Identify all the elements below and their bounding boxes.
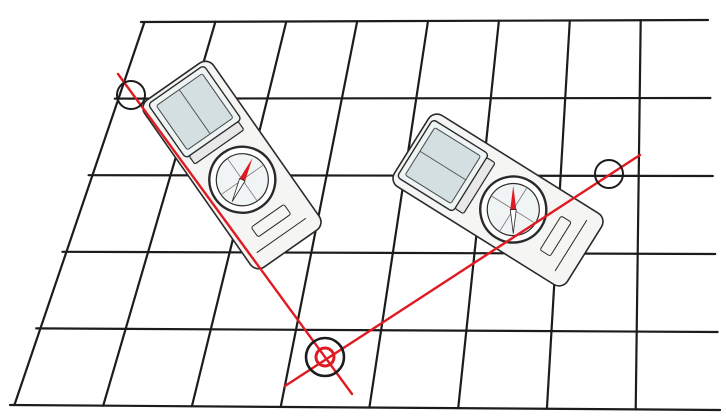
bearing-line-right <box>283 153 642 388</box>
grid-row-line <box>35 327 719 334</box>
compass-right <box>392 113 604 287</box>
red-needle-icon <box>231 157 253 202</box>
mirror-sight-line <box>178 89 211 135</box>
compass-ruler-mark <box>554 219 588 272</box>
landmark-right-circle-marker-icon <box>594 159 624 189</box>
compass-hinge <box>189 121 244 165</box>
mirror-sight-line <box>419 150 467 181</box>
compass-hinge <box>455 157 496 214</box>
grid-column-line <box>13 20 146 407</box>
grid-column-line <box>279 20 359 408</box>
grid-row-line <box>61 250 717 256</box>
grid-row-line <box>139 18 710 24</box>
map-grid <box>8 18 722 412</box>
compass-left <box>142 60 322 270</box>
grid-row-line <box>8 403 722 412</box>
compass-ruler-mark <box>256 217 307 254</box>
position-fix-target-circle-icon <box>304 336 346 378</box>
compass-scale <box>540 216 572 256</box>
grid-column-line <box>368 19 430 409</box>
grid-column-line <box>634 19 642 411</box>
landmark-left-circle-marker-icon <box>116 80 146 110</box>
compass-scale <box>251 204 291 237</box>
red-needle-icon <box>509 185 517 234</box>
